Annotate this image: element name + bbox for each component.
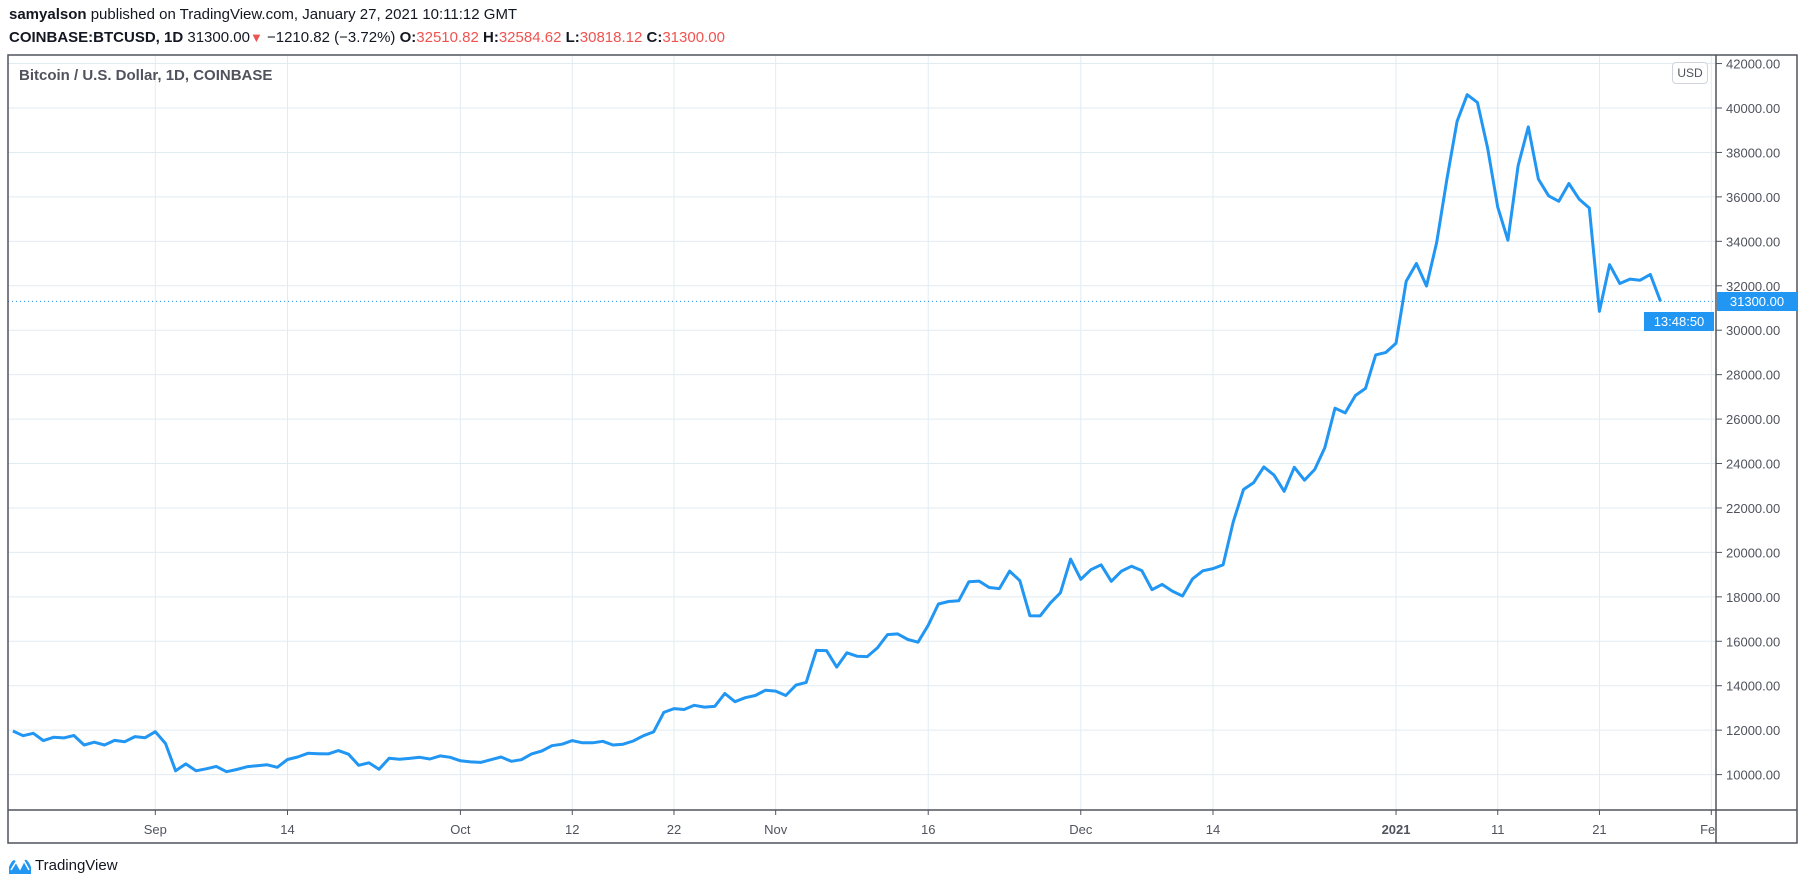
- author-name[interactable]: samyalson: [9, 6, 87, 23]
- price-tick-label: 24000.00: [1726, 457, 1780, 472]
- low-value: 30818.12: [579, 29, 643, 46]
- time-tick-label: 11: [1491, 822, 1505, 837]
- open-value: 32510.82: [416, 29, 479, 46]
- time-tick-label: 12: [565, 822, 579, 837]
- time-tick-label: 22: [667, 822, 681, 837]
- price-tick-label: 28000.00: [1726, 368, 1780, 383]
- price-tick-label: 38000.00: [1726, 145, 1780, 160]
- time-tick-label: 14: [1206, 822, 1220, 837]
- price-tick-label: 30000.00: [1726, 323, 1780, 338]
- publish-info: samyalson published on TradingView.com, …: [9, 6, 517, 23]
- close-value: 31300.00: [662, 29, 725, 46]
- time-tick-label: Nov: [764, 822, 788, 837]
- tradingview-icon: [9, 859, 31, 874]
- symbol-legend: COINBASE:BTCUSD, 1D 31300.00▼ −1210.82 (…: [9, 29, 725, 46]
- last-price: 31300.00: [187, 29, 250, 46]
- time-tick-label: Sep: [144, 822, 167, 837]
- time-tick-label: Oct: [450, 822, 471, 837]
- close-label: C:: [646, 29, 663, 46]
- time-tick-label: 2021: [1382, 822, 1411, 837]
- price-tick-label: 36000.00: [1726, 190, 1780, 205]
- series-line: [12, 93, 1662, 774]
- price-tick-label: 32000.00: [1726, 279, 1780, 294]
- time-tick-label: 14: [280, 822, 294, 837]
- high-value: 32584.62: [498, 29, 562, 46]
- price-change: −1210.82 (−3.72%): [266, 29, 396, 46]
- time-tick-label: Dec: [1069, 822, 1093, 837]
- price-tick-label: 16000.00: [1726, 634, 1780, 649]
- price-tick-label: 34000.00: [1726, 234, 1780, 249]
- grid: [8, 55, 1716, 810]
- time-tick-label: 16: [921, 822, 935, 837]
- brand-name: TradingView: [35, 856, 118, 874]
- price-tick-label: 12000.00: [1726, 723, 1780, 738]
- currency-button[interactable]: USD: [1672, 62, 1708, 84]
- price-tick-label: 14000.00: [1726, 679, 1780, 694]
- time-tick-label: Feb: [1700, 822, 1722, 837]
- time-axis: Sep 14 Oct 12 22 Nov 16 Dec 14 2021 11 21 Feb: [144, 810, 1722, 837]
- low-label: L:: [565, 29, 580, 46]
- chart-frame: [7, 54, 1798, 844]
- symbol-name: COINBASE:BTCUSD, 1D: [9, 29, 184, 46]
- high-label: H:: [483, 29, 499, 46]
- open-label: O:: [399, 29, 417, 46]
- tradingview-logo[interactable]: TradingView: [8, 855, 118, 875]
- price-tick-label: 26000.00: [1726, 412, 1780, 427]
- price-tick-label: 22000.00: [1726, 501, 1780, 516]
- price-tick-label: 42000.00: [1726, 57, 1780, 72]
- publish-text: published on TradingView.com, January 27…: [90, 6, 518, 23]
- chart-border: [7, 54, 1798, 844]
- chart-title: Bitcoin / U.S. Dollar, 1D, COINBASE: [19, 67, 273, 84]
- price-tick-label: 20000.00: [1726, 545, 1780, 560]
- price-tick-label: 18000.00: [1726, 590, 1780, 605]
- price-tick-label: 40000.00: [1726, 101, 1780, 116]
- price-axis: 42000.00 40000.00 38000.00 36000.00 34000.00…: [1716, 57, 1780, 783]
- triangle-down-icon: ▼: [249, 30, 263, 45]
- price-tick-label: 10000.00: [1726, 768, 1780, 783]
- time-tick-label: 21: [1592, 822, 1606, 837]
- last-price-label: 31300.00: [1717, 292, 1797, 311]
- bar-countdown: 13:48:50: [1644, 312, 1714, 331]
